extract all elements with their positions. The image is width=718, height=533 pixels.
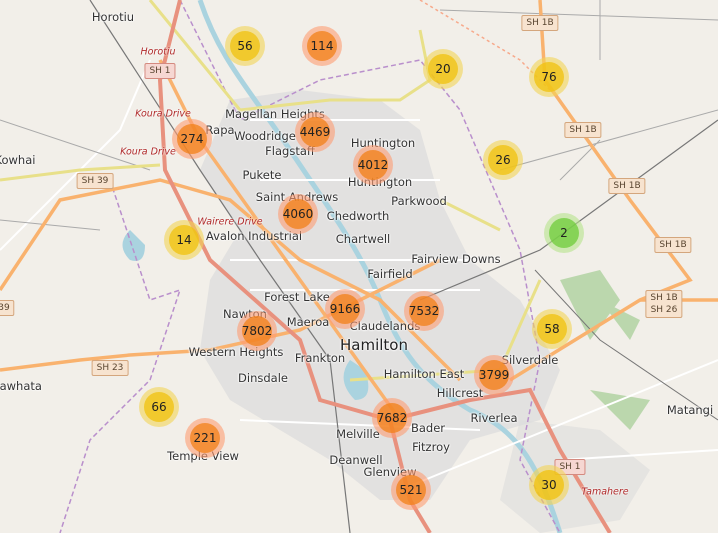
marker-cluster[interactable]: 56 [225, 26, 265, 66]
place-label: Hillcrest [436, 386, 484, 400]
place-label: Dinsdale [238, 371, 288, 385]
place-label: Fairview Downs [411, 252, 501, 266]
cluster-count: 66 [144, 392, 174, 422]
road-name-label: Tamahere [581, 486, 629, 498]
cluster-count: 14 [169, 225, 199, 255]
place-label: Horotiu [91, 10, 135, 24]
place-label: Forest Lake [264, 290, 330, 304]
place-label: Deanwell [329, 453, 383, 467]
highway-shield: SH 39 [76, 173, 114, 189]
cluster-count: 221 [190, 423, 220, 453]
place-label: Claudelands [349, 319, 421, 333]
highway-shield: SH 1B [654, 237, 692, 253]
marker-cluster[interactable]: 221 [185, 418, 225, 458]
marker-cluster[interactable]: 521 [391, 470, 431, 510]
marker-cluster[interactable]: 7802 [237, 311, 277, 351]
cluster-count: 26 [488, 145, 518, 175]
place-label: Melville [336, 427, 380, 441]
cluster-count: 4469 [300, 117, 330, 147]
marker-cluster[interactable]: 2 [544, 213, 584, 253]
cluster-count: 3799 [479, 360, 509, 390]
marker-cluster[interactable]: 58 [532, 309, 572, 349]
marker-cluster[interactable]: 20 [423, 49, 463, 89]
place-label: Avalon Industrial [205, 229, 303, 243]
cluster-count: 4060 [283, 199, 313, 229]
cluster-count: 7682 [377, 403, 407, 433]
marker-cluster[interactable]: 114 [302, 26, 342, 66]
marker-cluster[interactable]: 7532 [404, 291, 444, 331]
highway-shield: 39 [0, 300, 15, 316]
road-name-label: Koura Drive [135, 108, 191, 120]
marker-cluster[interactable]: 4060 [278, 194, 318, 234]
cluster-count: 2 [549, 218, 579, 248]
cluster-count: 9166 [330, 294, 360, 324]
place-label: Kowhai [0, 153, 36, 167]
marker-cluster[interactable]: 76 [529, 57, 569, 97]
place-label: Chartwell [335, 232, 391, 246]
place-label: Bader [410, 421, 446, 435]
place-label: Hamilton [340, 336, 408, 354]
highway-shield: SH 1B [608, 178, 646, 194]
place-label: Silverdale [501, 353, 559, 367]
marker-cluster[interactable]: 7682 [372, 398, 412, 438]
place-label: Western Heights [188, 345, 284, 359]
marker-cluster[interactable]: 4469 [295, 112, 335, 152]
marker-cluster[interactable]: 4012 [353, 145, 393, 185]
cluster-count: 76 [534, 62, 564, 92]
marker-cluster[interactable]: 14 [164, 220, 204, 260]
marker-cluster[interactable]: 26 [483, 140, 523, 180]
place-label: Chedworth [326, 209, 390, 223]
marker-cluster[interactable]: 30 [529, 465, 569, 505]
place-label: Fairfield [367, 267, 413, 281]
road-name-label: Horotiu [140, 46, 176, 58]
place-label: Parkwood [391, 194, 447, 208]
highway-shield: SH 1B [564, 122, 602, 138]
cluster-count: 521 [396, 475, 426, 505]
cluster-count: 4012 [358, 150, 388, 180]
highway-shield: SH 23 [91, 360, 129, 376]
cluster-count: 58 [537, 314, 567, 344]
place-label: Riverlea [470, 411, 518, 425]
marker-cluster[interactable]: 66 [139, 387, 179, 427]
cluster-count: 30 [534, 470, 564, 500]
marker-cluster[interactable]: 274 [172, 119, 212, 159]
place-label: Hamilton East [383, 367, 465, 381]
place-label: Woodridge [234, 129, 296, 143]
cluster-count: 7532 [409, 296, 439, 326]
place-label: Pukete [242, 168, 282, 182]
place-label: Fitzroy [412, 440, 450, 454]
road-name-label: Koura Drive [120, 146, 176, 158]
highway-shield: SH 1 [144, 63, 176, 79]
cluster-count: 7802 [242, 316, 272, 346]
place-label: Matangi [666, 403, 714, 417]
cluster-count: 114 [307, 31, 337, 61]
cluster-count: 56 [230, 31, 260, 61]
cluster-count: 20 [428, 54, 458, 84]
marker-cluster[interactable]: 9166 [325, 289, 365, 329]
road-name-label: Wairere Drive [197, 216, 263, 228]
place-label: Frankton [294, 351, 346, 365]
highway-shield: SH 1B [521, 15, 559, 31]
place-label: Rapa [205, 123, 235, 137]
marker-cluster[interactable]: 3799 [474, 355, 514, 395]
highway-shield: SH 1B SH 26 [645, 290, 683, 318]
place-label: Maeroa [286, 315, 330, 329]
cluster-count: 274 [177, 124, 207, 154]
place-label: atawhata [0, 379, 42, 393]
